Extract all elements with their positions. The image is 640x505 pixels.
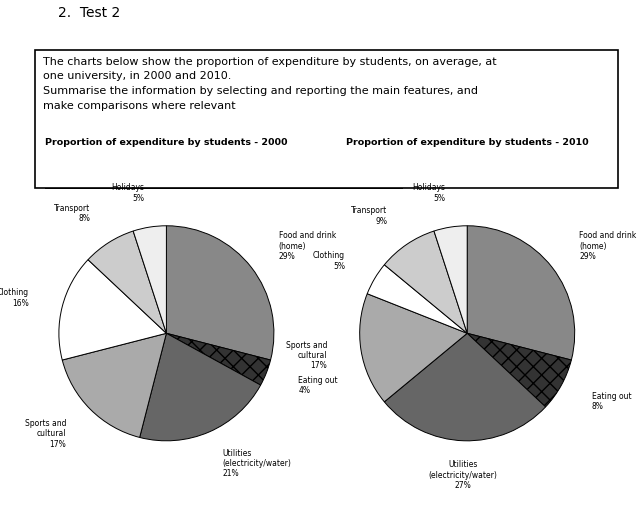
Text: Clothing
5%: Clothing 5% [313, 251, 345, 271]
Wedge shape [166, 226, 274, 360]
Text: Sports and
cultural
17%: Sports and cultural 17% [285, 340, 327, 370]
Text: Eating out
8%: Eating out 8% [591, 392, 631, 412]
Text: Transport
9%: Transport 9% [351, 206, 387, 226]
Text: Utilities
(electricity/water)
27%: Utilities (electricity/water) 27% [428, 460, 497, 490]
Text: Food and drink
(home)
29%: Food and drink (home) 29% [579, 231, 637, 261]
Text: Holidays
5%: Holidays 5% [111, 183, 144, 203]
Wedge shape [166, 333, 271, 385]
FancyBboxPatch shape [35, 50, 618, 188]
Wedge shape [434, 226, 467, 333]
Wedge shape [385, 231, 467, 333]
Wedge shape [360, 294, 467, 402]
Text: 2.  Test 2: 2. Test 2 [58, 6, 120, 20]
Text: Eating out
4%: Eating out 4% [298, 376, 338, 395]
Text: Clothing
16%: Clothing 16% [0, 288, 29, 308]
Wedge shape [88, 231, 166, 333]
Wedge shape [385, 333, 545, 441]
Wedge shape [467, 226, 575, 360]
Wedge shape [140, 333, 260, 441]
Text: The charts below show the proportion of expenditure by students, on average, at
: The charts below show the proportion of … [43, 57, 497, 111]
Text: Sports and
cultural
17%: Sports and cultural 17% [24, 419, 66, 448]
Title: Proportion of expenditure by students - 2010: Proportion of expenditure by students - … [346, 138, 589, 147]
Title: Proportion of expenditure by students - 2000: Proportion of expenditure by students - … [45, 138, 287, 147]
Wedge shape [467, 333, 572, 407]
Wedge shape [133, 226, 166, 333]
Wedge shape [59, 260, 166, 360]
Text: Utilities
(electricity/water)
21%: Utilities (electricity/water) 21% [223, 448, 292, 478]
Wedge shape [367, 265, 467, 333]
Text: Transport
8%: Transport 8% [54, 204, 90, 223]
Text: Food and drink
(home)
29%: Food and drink (home) 29% [278, 231, 336, 261]
Text: Holidays
5%: Holidays 5% [412, 183, 445, 203]
Wedge shape [62, 333, 166, 437]
